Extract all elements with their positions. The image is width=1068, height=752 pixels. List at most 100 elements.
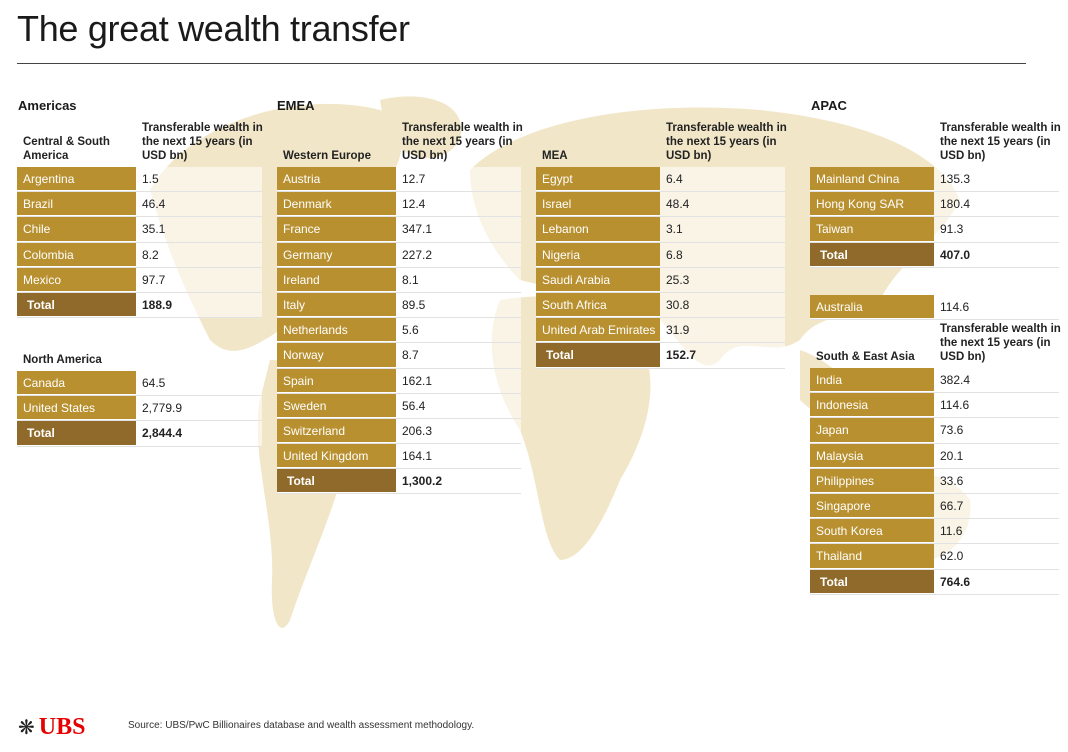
wealth-value: 1.5 — [136, 167, 262, 192]
table-row: Malaysia 20.1 — [810, 443, 1059, 469]
map-greenland — [380, 96, 462, 159]
wealth-value: 56.4 — [396, 393, 521, 418]
table-row: Australia 114.6 — [810, 295, 1059, 321]
table-row: Japan 73.6 — [810, 418, 1059, 444]
table-row: Italy 89.5 — [277, 292, 521, 319]
total-row: Total 2,844.4 — [17, 421, 262, 447]
table-row: Netherlands 5.6 — [277, 318, 521, 344]
total-label: Total — [17, 292, 136, 318]
country-name: Thailand — [810, 544, 934, 569]
wealth-value: 206.3 — [396, 418, 521, 444]
table-row: Singapore 66.7 — [810, 493, 1059, 520]
table-row: South Korea 11.6 — [810, 519, 1059, 545]
table-row: Saudi Arabia 25.3 — [536, 267, 785, 293]
wealth-value: 73.6 — [934, 418, 1059, 443]
country-name: Canada — [17, 371, 136, 396]
table-row: Germany 227.2 — [277, 242, 521, 268]
table-subtitle: North America — [23, 354, 102, 366]
country-name: Mainland China — [810, 167, 934, 192]
total-value: 152.7 — [660, 343, 785, 368]
table-row: South Africa 30.8 — [536, 292, 785, 319]
total-row: Total 764.6 — [810, 569, 1059, 595]
wealth-value: 6.8 — [660, 242, 785, 267]
country-name: Germany — [277, 242, 396, 267]
total-value: 1,300.2 — [396, 469, 521, 494]
table-row: United Kingdom 164.1 — [277, 444, 521, 470]
wealth-value: 382.4 — [934, 368, 1059, 393]
wealth-value: 12.4 — [396, 192, 521, 217]
table-row: India 382.4 — [810, 368, 1059, 394]
country-name: South Korea — [810, 519, 934, 544]
table-header: Central & South America Transferable weal… — [17, 117, 263, 167]
country-name: Egypt — [536, 167, 660, 192]
total-row: Total 1,300.2 — [277, 469, 521, 495]
table-row: Mainland China 135.3 — [810, 167, 1059, 193]
wealth-value: 48.4 — [660, 192, 785, 217]
country-name: Lebanon — [536, 217, 660, 242]
wealth-value: 12.7 — [396, 167, 521, 192]
total-value: 2,844.4 — [136, 421, 262, 446]
table-row: Taiwan 91.3 — [810, 217, 1059, 243]
table-subtitle: South & East Asia — [816, 351, 915, 363]
wealth-value: 35.1 — [136, 217, 262, 242]
country-name: Malaysia — [810, 443, 934, 468]
country-name: South Africa — [536, 292, 660, 318]
column-header: Transferable wealth in the next 15 years… — [940, 122, 1061, 162]
ubs-logo: ❋ UBS — [18, 714, 85, 741]
table-row: Canada 64.5 — [17, 371, 262, 397]
country-name: Singapore — [810, 493, 934, 519]
country-name: Colombia — [17, 242, 136, 267]
title-divider — [17, 63, 1026, 64]
table-row: Philippines 33.6 — [810, 468, 1059, 494]
wealth-value: 91.3 — [934, 217, 1059, 242]
table-gc: Transferable wealth in the next 15 years… — [810, 117, 1061, 268]
wealth-value: 46.4 — [136, 192, 262, 217]
wealth-value: 347.1 — [396, 217, 521, 242]
total-value: 764.6 — [934, 569, 1059, 594]
table-row: France 347.1 — [277, 217, 521, 243]
wealth-value: 31.9 — [660, 318, 785, 343]
country-name: Hong Kong SAR — [810, 192, 934, 217]
table-mea: MEA Transferable wealth in the next 15 ye… — [536, 117, 787, 369]
country-name: India — [810, 368, 934, 393]
table-row: United Arab Emirates 31.9 — [536, 318, 785, 344]
source-note: Source: UBS/PwC Billionaires database an… — [128, 720, 475, 731]
country-name: Saudi Arabia — [536, 267, 660, 292]
table-row: Switzerland 206.3 — [277, 418, 521, 445]
country-name: Taiwan — [810, 217, 934, 242]
table-subtitle: MEA — [542, 150, 568, 162]
country-name: Sweden — [277, 393, 396, 418]
table-header: MEA Transferable wealth in the next 15 ye… — [536, 117, 787, 167]
table-row: Egypt 6.4 — [536, 167, 785, 193]
keys-icon: ❋ — [18, 717, 35, 739]
column-header: Transferable wealth in the next 15 years… — [940, 323, 1061, 363]
country-name: Japan — [810, 418, 934, 443]
table-row: Austria 12.7 — [277, 167, 521, 193]
wealth-value: 97.7 — [136, 267, 262, 292]
country-name: Indonesia — [810, 393, 934, 418]
wealth-value: 2,779.9 — [136, 396, 262, 421]
wealth-value: 20.1 — [934, 443, 1059, 468]
country-name: Italy — [277, 292, 396, 318]
total-value: 188.9 — [136, 292, 262, 318]
wealth-value: 8.1 — [396, 267, 521, 292]
total-label: Total — [536, 343, 660, 368]
country-name: Ireland — [277, 267, 396, 292]
table-row: Israel 48.4 — [536, 192, 785, 218]
country-name: Denmark — [277, 192, 396, 217]
wealth-value: 6.4 — [660, 167, 785, 192]
table-row: Argentina 1.5 — [17, 167, 262, 193]
wealth-value: 8.2 — [136, 242, 262, 267]
table-row: Indonesia 114.6 — [810, 393, 1059, 419]
region-apac: APAC — [811, 98, 847, 113]
table-row: Norway 8.7 — [277, 343, 521, 369]
wealth-value: 135.3 — [934, 167, 1059, 192]
country-name: Argentina — [17, 167, 136, 192]
table-header: Transferable wealth in the next 15 years… — [810, 117, 1061, 167]
table-header: Western Europe Transferable wealth in the… — [277, 117, 523, 167]
table-row: Sweden 56.4 — [277, 393, 521, 419]
country-name: Austria — [277, 167, 396, 192]
country-name: Netherlands — [277, 318, 396, 343]
wealth-value: 89.5 — [396, 292, 521, 318]
table-row: Hong Kong SAR 180.4 — [810, 192, 1059, 218]
